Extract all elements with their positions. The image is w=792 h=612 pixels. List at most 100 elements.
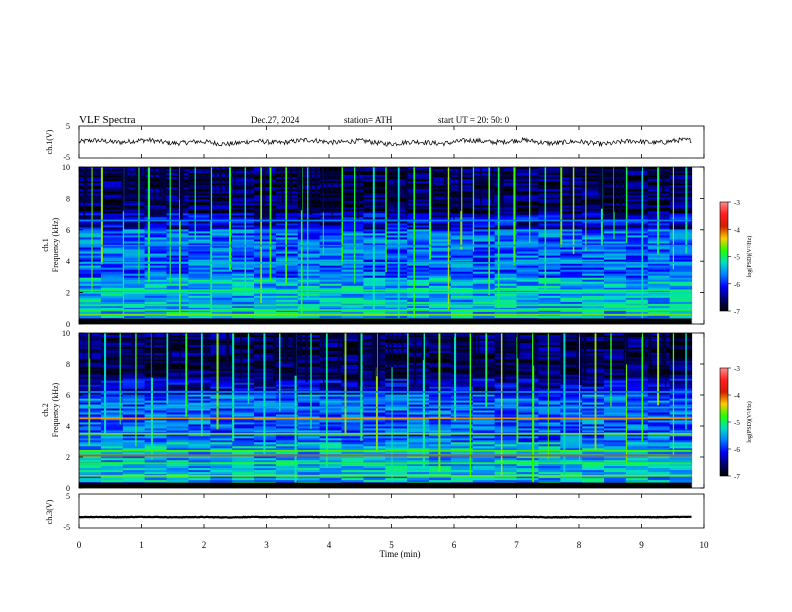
spectrogram-noise-cell: [210, 179, 233, 182]
spectrogram-noise-cell: [560, 273, 583, 277]
spectrogram-noise-cell: [188, 175, 211, 178]
spectrogram-noise-cell: [275, 364, 299, 368]
spectrogram-noise-cell: [385, 434, 408, 437]
spectrogram-noise-cell: [538, 221, 561, 224]
spectrogram-noise-cell: [625, 169, 649, 172]
spectrogram-noise-cell: [385, 295, 408, 299]
spectrogram-noise-cell: [319, 444, 343, 447]
time-axis-label: Time (min): [380, 549, 421, 559]
spectrogram-noise-cell: [100, 466, 124, 469]
spectrogram-noise-cell: [604, 434, 627, 437]
spectrogram-noise-cell: [297, 440, 321, 443]
spectrogram-noise-cell: [319, 392, 343, 395]
spectrogram-dark-gap: [624, 167, 626, 201]
spectrogram-noise-cell: [232, 404, 255, 407]
spectrogram-noise-cell: [385, 249, 408, 252]
spectrogram-noise-cell: [560, 221, 583, 224]
spectrogram-noise-cell: [210, 283, 233, 287]
spectrogram-noise-cell: [538, 337, 561, 340]
spectrogram-noise-cell: [582, 169, 605, 172]
spectrogram-noise-cell: [669, 207, 693, 210]
spectrogram-noise-cell: [494, 366, 518, 370]
spectrogram-noise-cell: [472, 446, 496, 449]
spectrogram-noise-cell: [669, 173, 693, 176]
spectrogram-noise-cell: [582, 221, 605, 224]
spectrogram-noise-cell: [275, 195, 299, 198]
spectrogram-noise-cell: [100, 348, 124, 352]
spectrogram-noise-cell: [604, 273, 627, 277]
spectrogram-noise-cell: [188, 384, 211, 388]
spectrogram-noise-cell: [472, 171, 496, 174]
spectrogram-noise-cell: [450, 358, 474, 362]
spectrogram-noise-cell: [363, 418, 386, 421]
spectrogram-noise-cell: [538, 189, 561, 192]
spectrogram-noise-cell: [254, 472, 277, 475]
spectrogram-noise-cell: [144, 466, 168, 469]
spectrogram-noise-cell: [516, 277, 539, 281]
spectrogram-noise-cell: [144, 460, 168, 463]
spectrogram-noise-cell: [560, 277, 583, 281]
spectrogram-noise-cell: [429, 257, 452, 261]
spectrogram-noise-cell: [297, 271, 321, 275]
spectrogram-noise-cell: [166, 287, 189, 291]
ytick-label: 0: [66, 320, 70, 329]
spectrogram-noise-cell: [210, 414, 233, 417]
spectrogram-noise-cell: [297, 434, 321, 437]
sferic-streak: [216, 333, 219, 430]
spectrogram-noise-cell: [297, 263, 321, 267]
spectrogram-noise-cell: [100, 362, 124, 366]
spectrogram-noise-cell: [297, 402, 321, 405]
spectrogram-noise-cell: [647, 301, 671, 305]
spectrogram-noise-cell: [100, 299, 124, 303]
spectrogram-noise-cell: [79, 271, 102, 275]
spectrogram-noise-cell: [385, 229, 408, 232]
spectrogram-noise-cell: [494, 372, 518, 376]
spectrogram-noise-cell: [494, 315, 518, 319]
spectrogram-noise-cell: [79, 466, 102, 469]
spectrogram-noise-cell: [604, 430, 627, 433]
spectrogram-noise-cell: [385, 378, 408, 382]
spectrogram-noise-cell: [538, 259, 561, 263]
spectrogram-noise-cell: [472, 265, 496, 269]
spectrogram-noise-cell: [100, 235, 124, 238]
spectrogram-noise-cell: [254, 277, 277, 281]
spectrogram-noise-cell: [604, 223, 627, 226]
spectrogram-noise-cell: [144, 189, 168, 192]
spectrogram-noise-cell: [472, 221, 496, 224]
spectrogram-noise-cell: [560, 354, 583, 358]
spectrogram-noise-cell: [100, 301, 124, 305]
spectrogram-noise-cell: [472, 384, 496, 388]
spectrogram-noise-cell: [297, 448, 321, 451]
spectrogram-noise-cell: [538, 472, 561, 475]
spectrogram-noise-cell: [450, 342, 474, 346]
spectrogram-noise-cell: [144, 173, 168, 176]
spectrogram-noise-cell: [319, 309, 343, 313]
spectrogram-noise-cell: [472, 253, 496, 257]
low-frequency-strip: [79, 318, 692, 324]
spectrogram-noise-cell: [188, 376, 211, 380]
ch1-waveform-panel: 5 -5 ch.1(V): [45, 122, 705, 162]
spectrogram-noise-cell: [385, 346, 408, 350]
sferic-streak: [372, 167, 375, 312]
spectrogram-noise-cell: [166, 315, 189, 319]
spectrogram-dark-gap: [644, 333, 646, 358]
spectrogram-noise-cell: [625, 448, 649, 451]
spectrogram-noise-cell: [210, 223, 233, 226]
spectrogram-noise-cell: [341, 400, 364, 403]
spectrogram-noise-cell: [100, 285, 124, 289]
spectrogram-noise-cell: [363, 396, 386, 399]
spectrogram-noise-cell: [232, 207, 255, 210]
spectrogram-dark-gap: [515, 333, 517, 371]
spectrogram-noise-cell: [516, 267, 539, 271]
spectrogram-noise-cell: [144, 354, 168, 358]
spectrogram-noise-cell: [407, 231, 430, 234]
spectrogram-noise-cell: [407, 175, 430, 178]
spectrogram-noise-cell: [560, 426, 583, 429]
spectrogram-noise-cell: [166, 257, 189, 261]
spectrogram-dark-gap: [225, 167, 228, 193]
spectrogram-noise-cell: [297, 346, 321, 350]
spectrogram-noise-cell: [232, 478, 255, 481]
spectrogram-noise-cell: [232, 257, 255, 261]
spectrogram-noise-cell: [297, 354, 321, 358]
frequency-band: [79, 474, 692, 477]
